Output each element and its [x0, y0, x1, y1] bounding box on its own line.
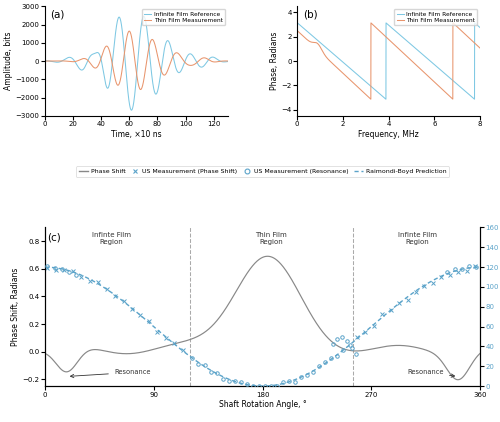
Legend: Infinite Film Reference, Thin Film Measurement: Infinite Film Reference, Thin Film Measu…: [394, 9, 477, 25]
Text: (a): (a): [50, 10, 65, 19]
Y-axis label: Amplitude, bits: Amplitude, bits: [4, 32, 13, 90]
Text: Thin Film
Region: Thin Film Region: [255, 232, 287, 245]
Text: Infinte Film
Region: Infinte Film Region: [398, 232, 436, 245]
Text: Resonance: Resonance: [408, 369, 455, 377]
X-axis label: Frequency, MHz: Frequency, MHz: [358, 130, 419, 139]
Text: Resonance: Resonance: [70, 369, 150, 378]
X-axis label: Shaft Rotation Angle, °: Shaft Rotation Angle, °: [218, 400, 306, 409]
Y-axis label: Phase Shift, Radians: Phase Shift, Radians: [10, 268, 20, 346]
X-axis label: Time, ×10 ns: Time, ×10 ns: [111, 130, 162, 139]
Text: (c): (c): [47, 232, 61, 242]
Legend: Phase Shift, US Measurement (Phase Shift), US Measurement (Resonance), Raimondi-: Phase Shift, US Measurement (Phase Shift…: [76, 166, 449, 177]
Legend: Infinite Film Reference, Thin Film Measurement: Infinite Film Reference, Thin Film Measu…: [142, 9, 225, 25]
Text: Infinte Film
Region: Infinte Film Region: [92, 232, 131, 245]
Text: (b): (b): [302, 10, 318, 19]
Y-axis label: Phase, Radians: Phase, Radians: [270, 32, 278, 90]
